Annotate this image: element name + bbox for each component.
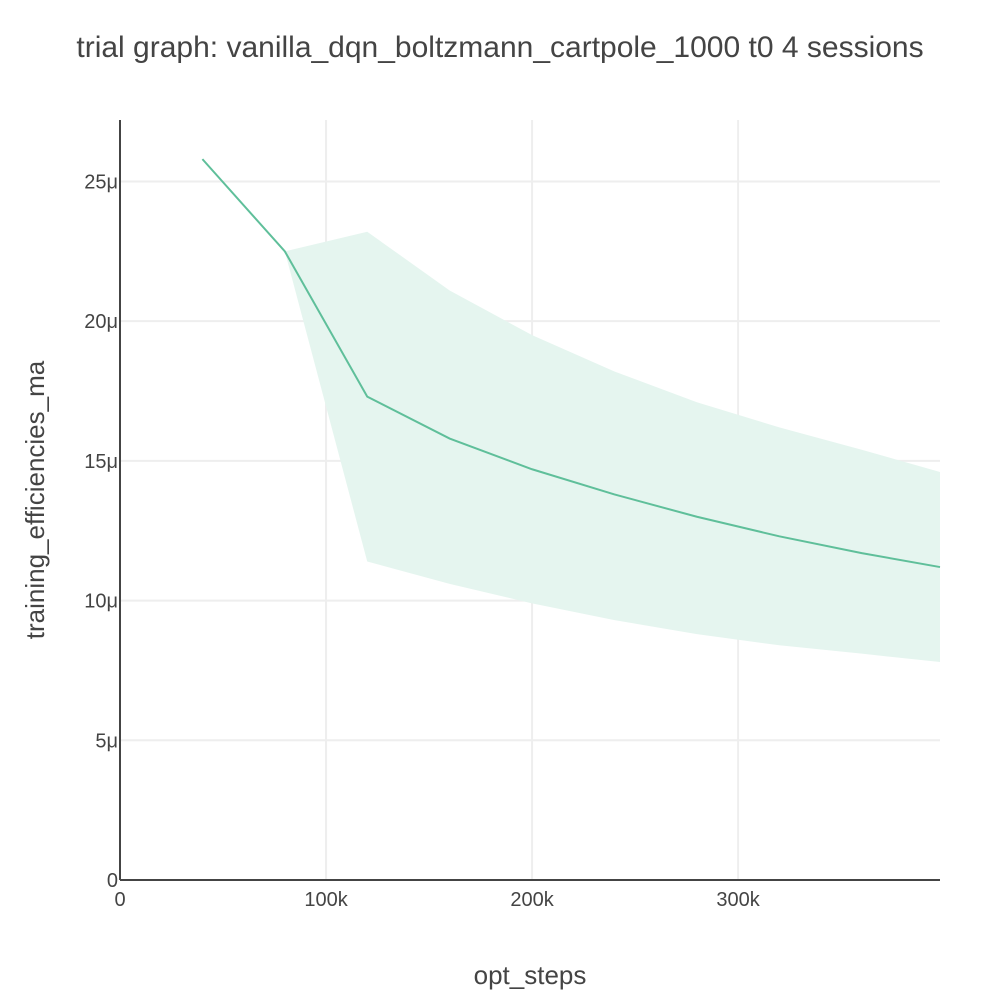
y-tick-label: 25μ bbox=[84, 171, 118, 193]
y-tick-label: 15μ bbox=[84, 451, 118, 473]
confidence-band bbox=[284, 231, 941, 663]
y-axis-title: training_efficiencies_ma bbox=[20, 360, 50, 639]
y-tick-label: 10μ bbox=[84, 591, 118, 613]
series-line-path bbox=[201, 158, 941, 569]
x-tick-label: 200k bbox=[510, 889, 554, 911]
x-tick-label: 0 bbox=[114, 889, 125, 911]
x-tick-label: 100k bbox=[304, 889, 348, 911]
y-tick-label: 20μ bbox=[84, 311, 118, 333]
axes bbox=[119, 120, 940, 881]
x-axis-title: opt_steps bbox=[474, 960, 587, 990]
y-tick-label: 0 bbox=[107, 870, 118, 892]
tick-labels: 0 100k 200k 300k 0 5μ 10μ 15μ 20μ 25μ bbox=[84, 171, 761, 911]
x-tick-label: 300k bbox=[716, 889, 760, 911]
chart-title: trial graph: vanilla_dqn_boltzmann_cartp… bbox=[76, 31, 924, 64]
y-tick-label: 5μ bbox=[95, 730, 118, 752]
series-line bbox=[201, 158, 941, 569]
series-band bbox=[284, 231, 941, 663]
